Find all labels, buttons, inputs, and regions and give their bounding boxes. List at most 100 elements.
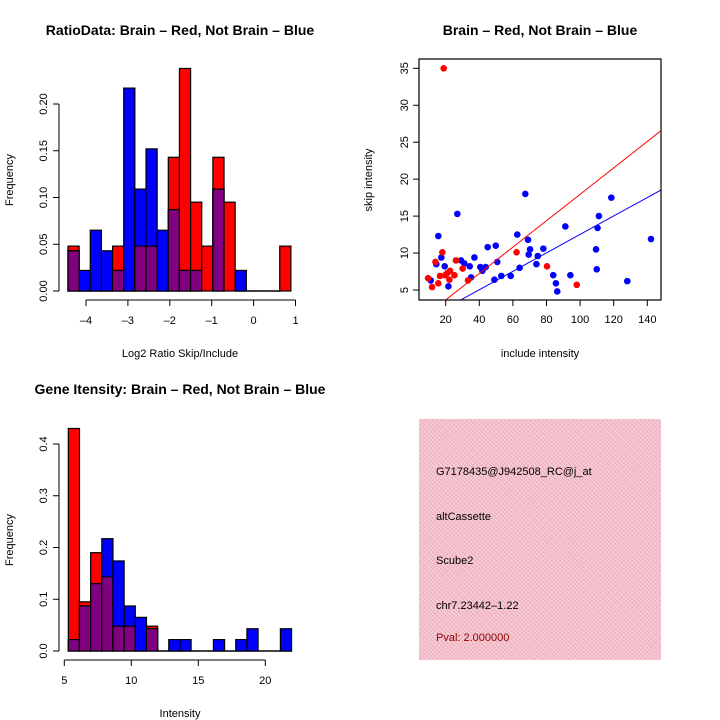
ratio-hist-title: RatioData: Brain – Red, Not Brain – Blue	[46, 22, 315, 38]
bar-overlap	[101, 576, 114, 652]
scatter-xlabel: include intensity	[501, 348, 580, 360]
point-not-brain	[435, 232, 442, 240]
point-not-brain	[491, 276, 498, 283]
point-not-brain	[524, 236, 532, 244]
x-tick-label: 20	[259, 675, 271, 687]
x-tick-label: –1	[206, 315, 218, 327]
y-tick-label: 15	[399, 210, 411, 222]
scatter-title: Brain – Red, Not Brain – Blue	[443, 22, 638, 38]
bar-brain	[279, 245, 292, 292]
pvalue: Pval: 2.000000	[436, 632, 510, 644]
y-tick-label: 10	[399, 247, 411, 259]
x-tick-label: 1	[292, 315, 298, 327]
bar-not-brain	[179, 639, 192, 652]
bar-overlap	[67, 250, 80, 292]
point-brain	[459, 265, 466, 272]
bar-overlap	[145, 245, 158, 292]
ratio-hist-ylabel: Frequency	[4, 154, 16, 206]
point-not-brain	[540, 245, 547, 252]
y-tick-label: 5	[399, 287, 411, 293]
x-tick-label: 120	[605, 314, 623, 326]
x-tick-label: 5	[61, 675, 67, 687]
probe-id: G7178435@J942508_RC@j_at	[436, 466, 592, 478]
event-type: altCassette	[436, 511, 492, 523]
point-brain	[424, 274, 432, 282]
point-not-brain	[549, 271, 557, 279]
x-tick-label: 40	[473, 314, 485, 326]
point-brain	[436, 272, 444, 280]
x-tick-label: 20	[440, 314, 452, 326]
info-panel: G7178435@J942508_RC@j_at altCassette Scu…	[419, 419, 661, 660]
genomic-location: chr7.23442–1.22	[436, 600, 519, 612]
y-tick-label: 0.2	[38, 540, 50, 555]
point-not-brain	[492, 242, 500, 249]
point-not-brain	[593, 266, 601, 273]
point-not-brain	[445, 283, 452, 290]
bar-overlap	[78, 605, 92, 652]
bar-overlap	[178, 269, 192, 292]
bar-brain	[67, 427, 81, 652]
point-brain	[573, 281, 581, 289]
point-brain	[439, 249, 446, 256]
point-not-brain	[608, 194, 615, 201]
bar-overlap	[145, 628, 159, 652]
y-tick-label: 0.15	[38, 140, 50, 161]
point-brain	[440, 65, 447, 72]
ratio-hist-xlabel: Log2 Ratio Skip/Include	[122, 348, 238, 360]
x-tick-label: 100	[571, 314, 589, 326]
point-brain	[451, 271, 458, 279]
y-tick-label: 30	[399, 99, 411, 111]
y-tick-label: 0.05	[38, 234, 50, 255]
bar-overlap	[112, 625, 125, 652]
scatter-ylabel: skip intensity	[363, 148, 375, 211]
point-brain	[513, 249, 520, 256]
y-tick-label: 0.0	[38, 643, 50, 658]
point-not-brain	[507, 272, 515, 280]
bar-not-brain	[168, 639, 181, 652]
bar-brain	[201, 245, 214, 292]
gene-hist-ylabel: Frequency	[4, 514, 16, 566]
y-tick-label: 0.1	[38, 592, 50, 607]
y-tick-label: 0.00	[38, 280, 50, 301]
point-not-brain	[552, 280, 560, 287]
x-tick-label: 140	[638, 314, 656, 326]
bar-not-brain	[246, 628, 259, 652]
y-tick-label: 20	[399, 173, 411, 185]
bar-not-brain	[234, 269, 247, 292]
bar-not-brain	[123, 87, 136, 292]
point-not-brain	[525, 251, 532, 258]
gene-hist-title: Gene Itensity: Brain – Red, Not Brain – …	[35, 381, 326, 397]
point-brain	[432, 258, 439, 266]
bar-overlap	[123, 625, 136, 652]
point-brain	[435, 280, 442, 287]
bar-not-brain	[100, 250, 114, 292]
bar-overlap	[67, 639, 81, 652]
x-tick-label: 10	[125, 675, 137, 687]
y-tick-label: 0.3	[38, 488, 50, 503]
x-tick-label: –3	[122, 315, 134, 327]
point-not-brain	[562, 223, 569, 230]
bar-overlap	[90, 583, 103, 652]
intensity-scatter: 20 40 60 80 100 120 140 5 10 15 20 25 30 35	[399, 58, 662, 326]
x-tick-label: –2	[164, 315, 176, 327]
x-tick-label: 0	[251, 315, 257, 327]
x-tick-label: –4	[80, 315, 92, 327]
y-tick-label: 0.4	[38, 436, 50, 451]
bar-not-brain	[89, 229, 103, 292]
point-not-brain	[592, 246, 600, 253]
point-not-brain	[498, 272, 505, 280]
gene-name: Scube2	[436, 555, 474, 567]
gene-hist-xlabel: Intensity	[160, 708, 201, 720]
point-brain	[464, 277, 472, 284]
gene-intensity-histogram: 0.0 0.1 0.2 0.3 0.4 5 10 15 20	[38, 427, 293, 687]
point-not-brain	[461, 260, 468, 267]
point-not-brain	[526, 246, 534, 253]
point-not-brain	[453, 210, 461, 218]
bar-overlap	[212, 188, 225, 292]
point-brain	[446, 267, 454, 275]
bar-not-brain	[78, 269, 91, 292]
point-not-brain	[553, 288, 561, 295]
bar-overlap	[167, 209, 181, 292]
point-not-brain	[471, 254, 478, 261]
